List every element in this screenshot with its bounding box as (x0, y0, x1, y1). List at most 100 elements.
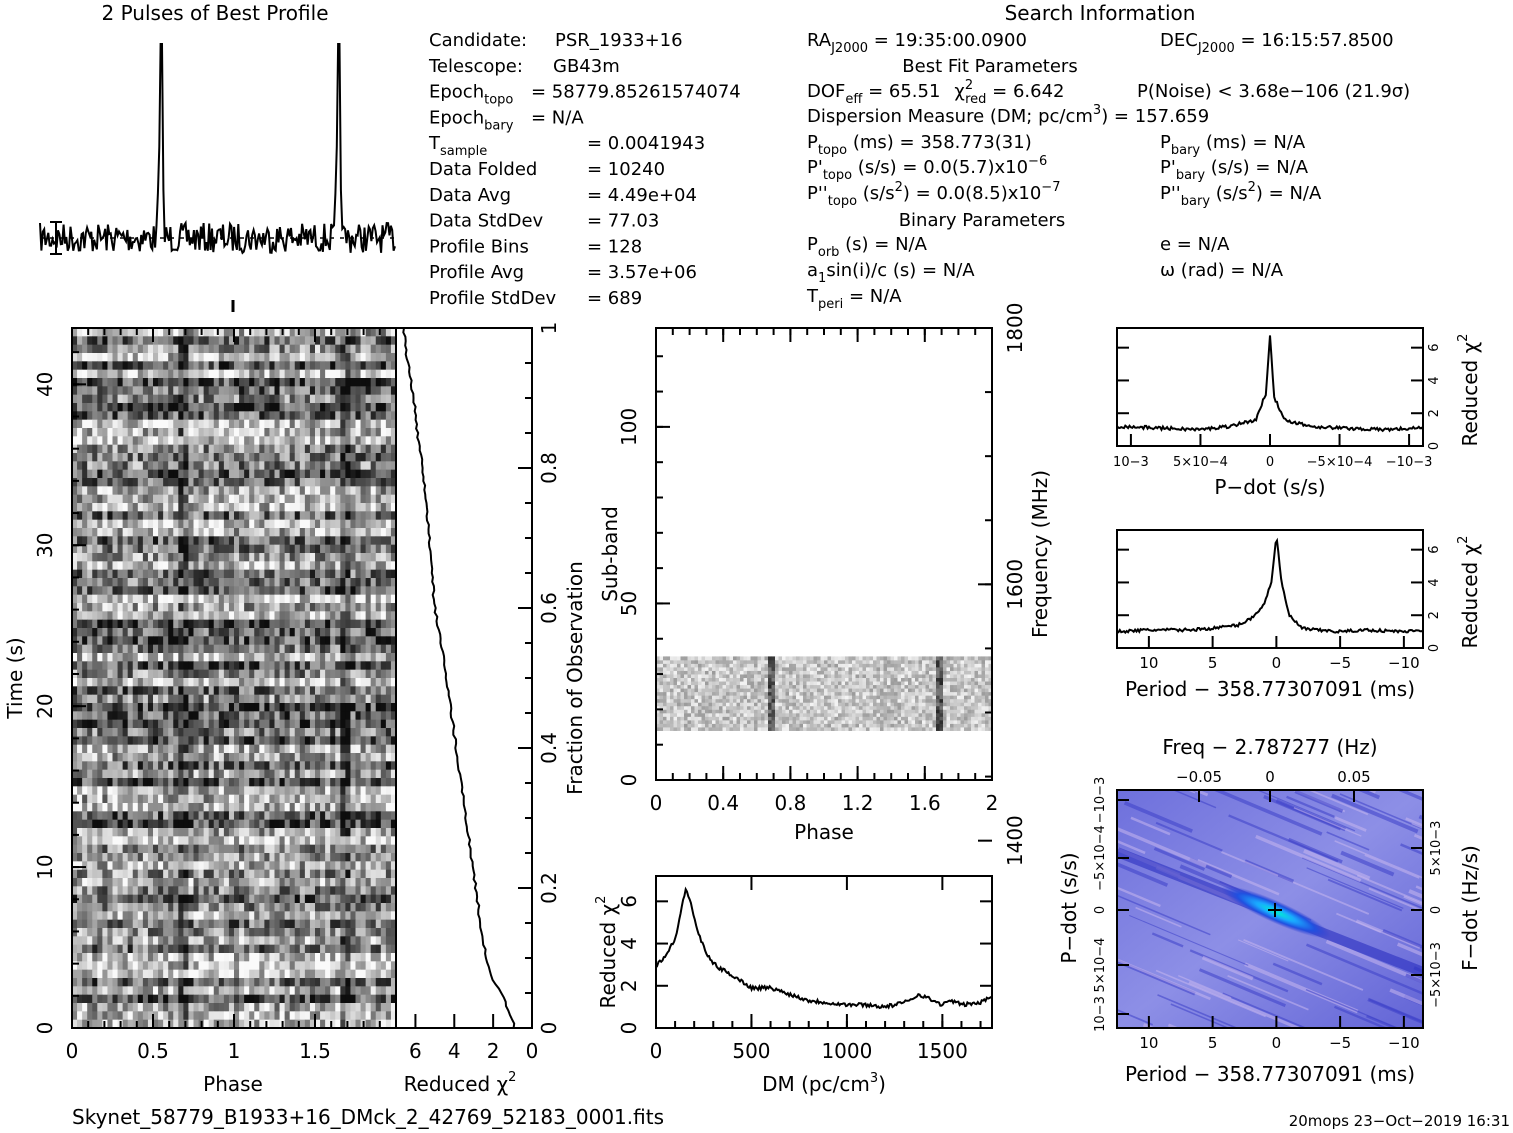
period-chi2-ylabel: Reduced χ2 (1456, 536, 1482, 649)
sb-y2-tick-label: 1800 (1003, 303, 1027, 354)
p-pdot-xlabel: Period − 358.77307091 (ms) (1125, 1062, 1415, 1086)
dm-x-tick-label: 500 (732, 1039, 770, 1063)
pp-x-tick-label: 0 (1272, 1034, 1282, 1052)
candidate-info-block: Candidate: PSR_1933+16 Telescope: GB43m Epoc… (428, 30, 741, 309)
porb-line: Porb (s) = N/A (807, 234, 928, 260)
period-chi2-xlabel: Period − 358.77307091 (ms) (1125, 677, 1415, 701)
time-phase-ylabel: Time (s) (3, 637, 27, 719)
pdbary-line: P'bary (s/s) = N/A (1160, 157, 1309, 183)
candidate-info-value: = 10240 (587, 159, 665, 180)
pp-y2-tick-label: 5×10−3 (1429, 821, 1444, 876)
profile-curve (39, 43, 396, 255)
tp-y-tick-label: 40 (33, 372, 57, 397)
sb-x-tick-label: 0 (650, 791, 663, 815)
candidate-info-value: = 58779.85261574074 (531, 82, 741, 103)
dm-chi2-panel: 0 500 1000 1500 0 2 4 6 DM (pc/cm3) Reduced χ2 (594, 875, 993, 1096)
time-chi2-axes: 6 4 2 0 0 0.2 0.4 0.6 0.8 1 (409, 322, 561, 1063)
pr-x-tick-label: −5 (1329, 654, 1351, 672)
pr-x-tick-label: −10 (1388, 654, 1420, 672)
error-bar-icon (50, 221, 62, 255)
tc-y-tick-label: 0 (537, 1022, 561, 1035)
time-phase-greyscale (72, 328, 396, 1028)
sb-y-tick-label: 0 (617, 774, 641, 787)
tp-y-tick-label: 20 (33, 693, 57, 718)
pnoise-line: P(Noise) < 3.68e−106 (21.9σ) (1137, 81, 1410, 102)
sb-y2-tick-label: 1400 (1003, 815, 1027, 866)
pd-x-tick-label: 10−3 (1113, 455, 1149, 470)
pdot-chi2-axes: 10−3 5×10−4 0 −5×10−4 −10−3 0 2 4 6 (1113, 344, 1442, 470)
tperi-line: Tperi = N/A (806, 286, 902, 312)
dm-y-tick-label: 2 (617, 979, 641, 992)
dm-line: Dispersion Measure (DM; pc/cm3) = 157.65… (807, 103, 1209, 127)
sb-x-tick-label: 0.4 (707, 791, 739, 815)
time-chi2-frame (395, 327, 533, 1029)
subband-panel: 0 0.4 0.8 1.2 1.6 2 0 50 100 1400 1600 1800 Phase S… (598, 303, 1052, 867)
dm-x-tick-label: 1000 (821, 1039, 872, 1063)
time-chi2-panel: 6 4 2 0 0 0.2 0.4 0.6 0.8 1 Reduced χ2 Fraction o… (395, 322, 587, 1096)
candidate-info-value: = 128 (587, 236, 642, 257)
pp-x2-tick-label: 0 (1265, 768, 1275, 786)
ptopo-line: Ptopo (ms) = 358.773(31) (807, 132, 1032, 158)
pp-x-tick-label: −5 (1329, 1034, 1351, 1052)
tc-x-tick-label: 4 (448, 1039, 461, 1063)
pr-x-tick-label: 0 (1272, 654, 1282, 672)
candidate-info-row: Epochbary (429, 107, 514, 133)
pp-x-tick-label: 10 (1139, 1034, 1158, 1052)
dm-x-tick-label: 1500 (917, 1039, 968, 1063)
candidate-info-row: Data Avg (429, 185, 511, 206)
tc-x-tick-label: 0 (526, 1039, 539, 1063)
dm-chi2-ylabel: Reduced χ2 (594, 896, 620, 1009)
pr-x-tick-label: 5 (1208, 654, 1218, 672)
candidate-info-value: = N/A (531, 107, 584, 128)
dm-chi2-curve (655, 886, 993, 1010)
pp-y2-tick-label: 0 (1429, 906, 1444, 914)
sb-x-tick-label: 1.6 (909, 791, 941, 815)
footer-filename: Skynet_58779_B1933+16_DMck_2_42769_52183… (72, 1105, 664, 1129)
sb-x-tick-label: 2 (986, 791, 999, 815)
tc-x-tick-label: 2 (487, 1039, 500, 1063)
sb-y-tick-label: 50 (617, 591, 641, 616)
tp-x-tick-label: 0 (66, 1039, 79, 1063)
candidate-info-value: = 3.57e+06 (587, 262, 697, 283)
tc-x-tick-label: 6 (409, 1039, 422, 1063)
omega-line: ω (rad) = N/A (1160, 260, 1284, 281)
subband-xlabel: Phase (794, 820, 854, 844)
dm-chi2-frame (655, 875, 993, 1029)
p-pdot-x2label: Freq − 2.787277 (Hz) (1162, 735, 1377, 759)
dof-chi2-line: DOFeff = 65.51 χ2 red = 6.642 (807, 78, 1064, 107)
best-fit-title: Best Fit Parameters (902, 56, 1077, 77)
candidate-info-row: Data StdDev (429, 211, 544, 232)
pdtopo-line: P'topo (s/s) = 0.0(5.7)x10−6 (807, 154, 1047, 183)
pd-y-tick-label: 0 (1427, 442, 1442, 450)
tc-y-tick-label: 0.8 (537, 452, 561, 484)
search-info-title: Search Information (1005, 1, 1196, 25)
pd-y-tick-label: 6 (1427, 344, 1442, 352)
tp-y-tick-label: 0 (33, 1022, 57, 1035)
pp-y-tick-label: −10−3 (1093, 777, 1108, 824)
pd-y-tick-label: 4 (1427, 376, 1442, 384)
time-chi2-curve (402, 327, 516, 1029)
pp-x-tick-label: −10 (1388, 1034, 1420, 1052)
pdot-chi2-ylabel: Reduced χ2 (1456, 334, 1482, 447)
tp-x-tick-label: 1.5 (299, 1039, 331, 1063)
tp-x-tick-label: 1 (228, 1039, 241, 1063)
dm-chi2-axes: 0 500 1000 1500 0 2 4 6 (617, 876, 992, 1063)
pp-x2-tick-label: 0.05 (1337, 768, 1370, 786)
time-chi2-xlabel: Reduced χ2 (404, 1070, 517, 1096)
pp-y2-tick-label: −5×10−3 (1429, 942, 1444, 1008)
candidate-info-row: Tsample (428, 133, 487, 159)
pd-y-tick-label: 2 (1427, 409, 1442, 417)
e-line: e = N/A (1160, 234, 1230, 255)
tp-y-tick-label: 10 (33, 854, 57, 879)
p-pdot-y2label: F−dot (Hz/s) (1458, 845, 1482, 971)
p-pdot-axes: 10 5 0 −5 −10 −0.05 0 0.05 10−3 5×10−4 0 −5×10−4−10… (1093, 768, 1444, 1052)
candidate-info-value: PSR_1933+16 (555, 30, 683, 51)
pdot-chi2-curve (1116, 335, 1424, 433)
sb-x-tick-label: 1.2 (842, 791, 874, 815)
time-phase-xlabel: Phase (203, 1072, 263, 1096)
best-fit-cross-icon (1268, 903, 1282, 917)
dm-x-tick-label: 0 (650, 1039, 663, 1063)
pp-x-tick-label: 5 (1208, 1034, 1218, 1052)
